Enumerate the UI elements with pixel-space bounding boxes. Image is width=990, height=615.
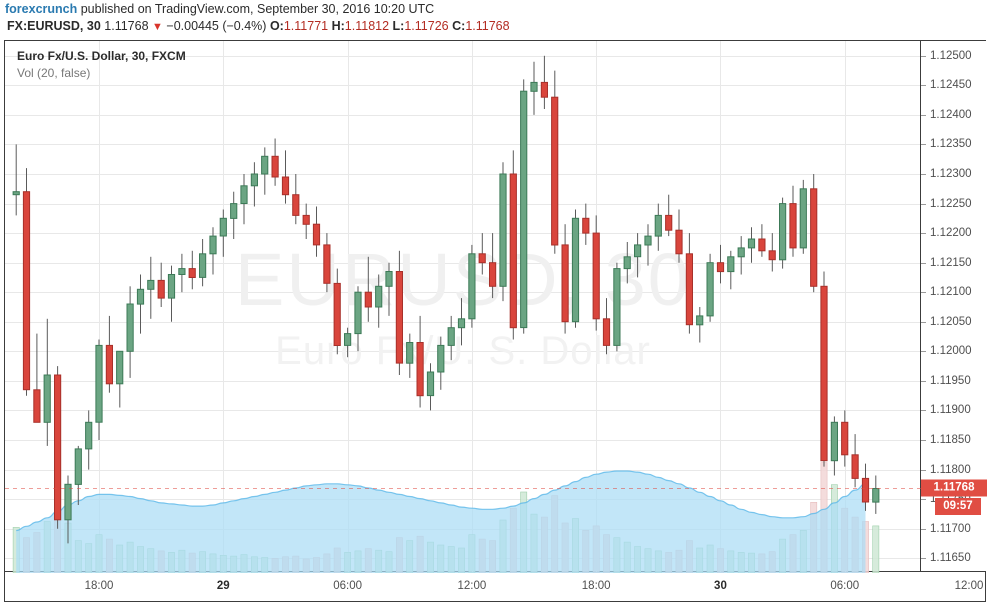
price-axis-tick [921,115,926,116]
horizontal-gridline [5,174,921,175]
price-axis-label: 1.12000 [930,345,972,358]
price-axis-tick [921,56,926,57]
chart-frame: EURUSD, 30 Euro Fx/U. S. Dollar Euro Fx/… [4,40,987,611]
time-axis-label: 29 [216,580,230,592]
price-axis-tick [921,144,926,145]
time-axis[interactable]: 18:00 29 06:00 12:00 18:00 30 06:00 12:00 [4,572,986,602]
price-axis-label: 1.12350 [930,138,972,151]
horizontal-gridline [5,85,921,86]
price-axis-label: 1.12200 [930,227,972,240]
chart-series-layer [5,55,921,573]
horizontal-gridline [5,144,921,145]
volume-ma-area [16,471,866,573]
price-axis-label: 1.12250 [930,197,972,210]
last-price: 1.11768 [104,19,149,33]
horizontal-gridline [5,56,921,57]
close-label: C: [452,19,466,33]
vertical-gridline [720,41,721,573]
vertical-gridline [223,41,224,573]
horizontal-gridline [5,351,921,352]
price-axis-label: 1.11800 [930,463,971,476]
horizontal-gridline [5,204,921,205]
price-axis-label: 1.12150 [930,256,972,269]
open-label: O: [269,19,284,33]
price-axis-tick [921,558,926,559]
brand-name: forexcrunch [5,2,78,16]
horizontal-gridline [5,410,921,411]
horizontal-gridline [5,470,921,471]
price-axis-label: 1.11650 [930,552,971,565]
time-axis-label: 18:00 [581,580,611,592]
time-axis-label: 12:00 [954,580,984,592]
price-axis-tick [921,233,926,234]
attribution-publish-line: forexcrunch published on TradingView.com… [5,2,434,16]
horizontal-gridline [5,440,921,441]
price-axis-label: 1.12300 [930,168,972,180]
price-axis-label: 1.11900 [930,404,971,417]
price-axis-tick [921,470,926,471]
price-axis-tick [921,529,926,530]
low-label: L: [392,19,405,33]
price-change: −0.00445 (−0.4%) [166,19,267,33]
vertical-gridline [348,41,349,573]
attribution-header: forexcrunch published on TradingView.com… [0,0,990,38]
price-axis-tick [921,322,926,323]
chart-plot-area[interactable]: EURUSD, 30 Euro Fx/U. S. Dollar Euro Fx/… [4,40,970,573]
horizontal-gridline [5,263,921,264]
open-value: 1.11771 [283,19,329,33]
price-axis-tick [921,263,926,264]
candlestick-series [12,55,880,544]
price-axis-label: 1.12400 [930,108,972,121]
price-axis-tick [921,410,926,411]
quote-line: FX:EURUSD, 30 1.11768 ▼ −0.00445 (−0.4%)… [7,19,510,33]
horizontal-gridline [5,381,921,382]
time-axis-label: 06:00 [830,580,860,592]
current-time-badge: 09:57 [935,498,981,516]
time-axis-label: 12:00 [457,580,487,592]
time-axis-label: 30 [714,580,727,592]
horizontal-gridline [5,233,921,234]
close-value: 1.11768 [465,19,510,33]
volume-ma-line [16,470,866,532]
price-axis-tick [921,292,926,293]
price-axis-tick [921,174,926,175]
vertical-gridline [845,41,846,573]
high-label: H: [331,19,345,33]
price-axis-label: 1.12500 [930,49,972,62]
price-axis-tick [921,204,926,205]
time-axis-label: 18:00 [84,580,114,592]
current-price-badge: 1.11768 [921,479,987,497]
publish-text: published on TradingView.com, September … [77,2,435,16]
time-axis-label: 06:00 [333,580,362,592]
symbol-label: FX:EURUSD, 30 [7,19,101,33]
horizontal-gridline [5,292,921,293]
price-axis-label: 1.11700 [930,522,971,535]
horizontal-gridline [5,115,921,116]
price-axis-label: 1.11850 [930,434,971,446]
price-axis-tick [921,499,926,500]
price-axis-tick [921,440,926,441]
price-axis[interactable]: 1.12500 1.12450 1.12400 1.12350 1.12300 1.122… [920,40,987,572]
price-axis-label: 1.12050 [930,315,972,328]
price-axis-tick [921,85,926,86]
price-axis-tick [921,351,926,352]
price-axis-label: 1.12100 [930,286,972,299]
price-axis-tick [921,381,926,382]
horizontal-gridline [5,499,921,500]
price-axis-label: 1.11950 [930,374,971,387]
down-triangle-icon: ▼ [152,21,163,33]
vertical-gridline [99,41,100,573]
price-axis-label: 1.12450 [930,79,972,92]
high-value: 1.11812 [344,19,390,33]
low-value: 1.11726 [404,19,449,33]
